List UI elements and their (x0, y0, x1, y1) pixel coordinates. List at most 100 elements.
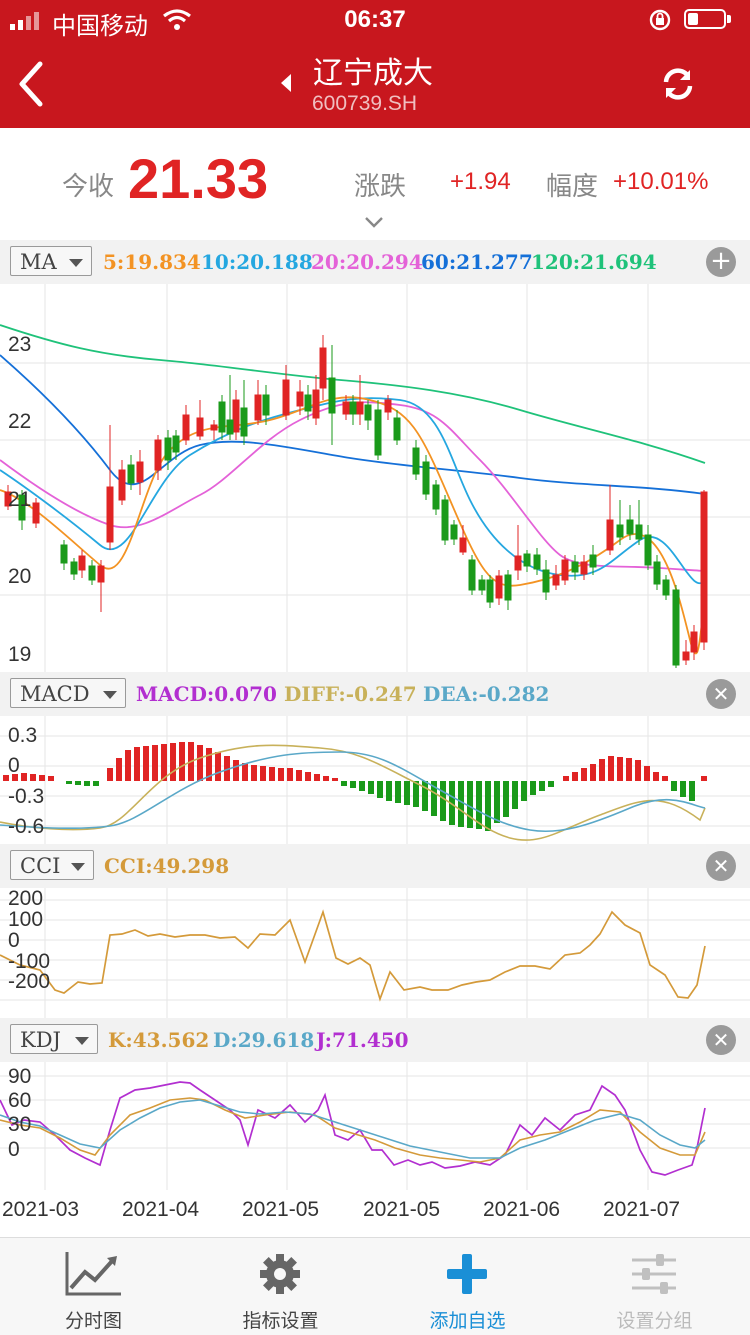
quote-summary: 今收 21.33 涨跌 +1.94 幅度 +10.01% (0, 128, 750, 240)
stock-chart[interactable] (0, 284, 750, 1234)
macd-selector[interactable]: MACD (10, 678, 126, 708)
cci-y-tick: -100 (8, 950, 51, 973)
chevron-down-icon (71, 863, 85, 871)
tab-indicator-settings[interactable]: 指标设置 (187, 1238, 374, 1335)
tab-label: 设置分组 (616, 1310, 693, 1332)
x-tick: 2021-06 (483, 1198, 561, 1221)
macd-panel-header: MACD MACD:0.070 DIFF:-0.247 DEA:-0.282 ✕ (0, 672, 750, 716)
ma120-value: 120:21.694 (531, 250, 657, 274)
kdj-y-tick: 0 (8, 1138, 20, 1161)
ma60-line (0, 354, 706, 495)
ma60-value: 60:21.277 (421, 250, 533, 274)
tab-group-settings[interactable]: 设置分组 (561, 1238, 748, 1335)
app-header: 中国移动 06:37 辽宁成大 600739.SH (0, 0, 750, 128)
ma10-line (0, 397, 706, 584)
dea-line (0, 751, 706, 833)
tab-label: 添加自选 (429, 1310, 506, 1332)
tab-intraday[interactable]: 分时图 (0, 1238, 187, 1335)
cci-y-tick: -200 (8, 970, 51, 993)
kdj-panel-header: KDJ K:43.562 D:29.618 J:71.450 ✕ (0, 1018, 750, 1062)
ma-y-tick: 23 (8, 333, 32, 356)
ma-y-tick: 20 (8, 565, 32, 588)
cci-y-tick: 0 (8, 929, 20, 952)
x-tick: 2021-04 (122, 1198, 200, 1221)
kdj-selector[interactable]: KDJ (10, 1024, 98, 1054)
x-tick: 2021-05 (242, 1198, 320, 1221)
ma-y-tick: 22 (8, 410, 32, 433)
amplitude-value: +10.01% (613, 168, 709, 195)
prev-stock-icon[interactable] (279, 72, 293, 94)
gear-icon (260, 1254, 300, 1294)
k-value: K:43.562 (108, 1028, 210, 1052)
j-value: J:71.450 (316, 1028, 409, 1052)
cci-y-tick: 200 (8, 887, 44, 910)
cci-y-tick: 100 (8, 908, 44, 931)
ma-panel-header: MA 5:19.834 10:20.188 20:20.294 60:21.27… (0, 240, 750, 284)
ma-selector[interactable]: MA (10, 246, 92, 276)
battery-icon (684, 9, 734, 31)
plus-icon (447, 1254, 487, 1294)
macd-value: MACD:0.070 (136, 682, 277, 706)
macd-y-tick: -0.3 (8, 785, 45, 808)
line-chart-icon (65, 1252, 121, 1296)
macd-y-tick: 0 (8, 754, 20, 777)
chevron-down-icon (69, 259, 83, 267)
x-tick: 2021-07 (603, 1198, 681, 1221)
change-label: 涨跌 (354, 172, 407, 202)
back-icon[interactable] (14, 60, 46, 108)
ma20-line (0, 401, 706, 573)
chevron-down-icon[interactable] (364, 216, 384, 228)
close-label: 今收 (62, 172, 115, 202)
tab-label: 指标设置 (242, 1310, 319, 1332)
kdj-selector-label: KDJ (20, 1028, 61, 1052)
cci-selector[interactable]: CCI (10, 850, 94, 880)
d-value: D:29.618 (213, 1028, 315, 1052)
kdj-y-tick: 60 (8, 1089, 32, 1112)
signal-icon (10, 12, 48, 30)
dea-value: DEA:-0.282 (423, 682, 550, 706)
cci-line (0, 909, 706, 1002)
bottom-tab-bar: 分时图 指标设置 添加自选 (0, 1237, 750, 1335)
sliders-icon (632, 1254, 676, 1294)
stock-name: 辽宁成大 (313, 56, 433, 91)
x-tick: 2021-05 (363, 1198, 441, 1221)
diff-line (0, 744, 706, 841)
refresh-icon[interactable] (660, 66, 696, 102)
ma120-line (0, 324, 706, 464)
amplitude-label: 幅度 (546, 172, 599, 202)
change-value: +1.94 (450, 168, 511, 195)
close-kdj-button[interactable]: ✕ (706, 1025, 736, 1055)
x-tick: 2021-03 (2, 1198, 80, 1221)
add-indicator-button[interactable]: + (706, 247, 736, 277)
tab-add-watchlist[interactable]: 添加自选 (374, 1238, 561, 1335)
ma10-value: 10:20.188 (201, 250, 313, 274)
kdj-k-line (0, 1097, 706, 1163)
close-macd-button[interactable]: ✕ (706, 679, 736, 709)
ma-y-tick: 19 (8, 643, 32, 666)
ma5-value: 5:19.834 (103, 250, 201, 274)
tab-label: 分时图 (64, 1310, 122, 1332)
cci-panel-header: CCI CCI:49.298 ✕ (0, 844, 750, 888)
kdj-y-tick: 90 (8, 1065, 32, 1088)
diff-value: DIFF:-0.247 (284, 682, 417, 706)
ma20-value: 20:20.294 (311, 250, 423, 274)
macd-selector-label: MACD (20, 682, 90, 706)
kdj-j-line (0, 1081, 706, 1176)
close-price: 21.33 (128, 147, 269, 210)
cci-selector-label: CCI (20, 854, 61, 878)
cci-value: CCI:49.298 (104, 854, 230, 878)
macd-y-tick: -0.6 (8, 815, 45, 838)
ma-selector-label: MA (20, 250, 57, 274)
candles (4, 335, 708, 668)
macd-histogram (3, 742, 707, 831)
chevron-down-icon (103, 691, 117, 699)
orientation-lock-icon (649, 9, 671, 31)
close-cci-button[interactable]: ✕ (706, 851, 736, 881)
wifi-icon (163, 9, 191, 30)
stock-code: 600739.SH (312, 92, 418, 115)
ma-y-tick: 21 (8, 488, 32, 511)
x-axis: 2021-03 2021-04 2021-05 2021-05 2021-06 … (0, 1198, 750, 1230)
carrier: 中国移动 (52, 13, 148, 40)
ma5-line (0, 396, 706, 655)
kdj-y-tick: 30 (8, 1113, 32, 1136)
